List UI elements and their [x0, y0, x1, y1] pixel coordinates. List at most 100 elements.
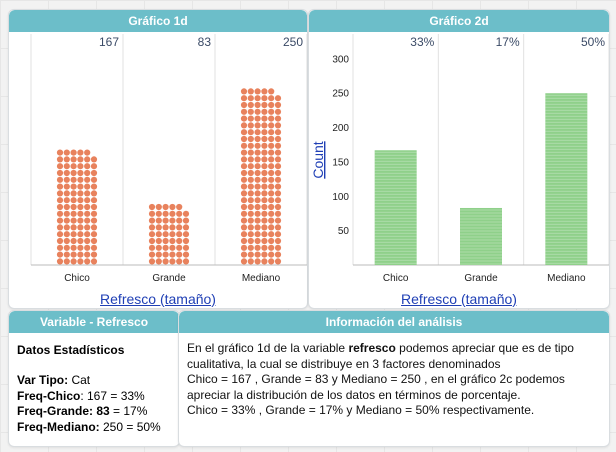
analysis-paragraph-1: En el gráfico 1d de la variable refresco… — [187, 341, 601, 372]
chart1-dot — [254, 231, 261, 238]
var-tipo-value: Cat — [68, 373, 91, 387]
chart1-dot — [148, 231, 156, 238]
chart1-dot — [274, 203, 282, 211]
chart2-plot: 50 100 150 200 250 300 Count Chico 33% Grande 17% M… — [310, 34, 609, 284]
chart1-dot — [261, 251, 268, 258]
analysis-panel-title: Información del análisis — [179, 311, 609, 333]
chart1-bar-chico — [56, 149, 98, 265]
chart1-dot — [247, 183, 254, 190]
chart1-dot — [148, 210, 156, 217]
freq-grande-value: = 17% — [109, 404, 148, 418]
chart1-dot — [274, 149, 282, 156]
chart1-dot — [240, 149, 248, 156]
chart1-dot — [182, 210, 190, 217]
chart1-dot — [90, 251, 98, 258]
chart1-dot — [63, 149, 70, 156]
chart1-dot — [56, 258, 64, 265]
chart1-dot — [155, 224, 162, 231]
chart1-dot — [254, 108, 261, 115]
chart1-dot — [261, 244, 268, 251]
chart1-dot — [63, 224, 70, 231]
chart1-dot — [268, 176, 275, 183]
chart1-dot — [176, 224, 183, 231]
chart1-dot — [63, 197, 70, 204]
chart1-dot — [240, 163, 248, 170]
chart1-dot — [77, 183, 84, 190]
chart1-dot — [90, 197, 98, 204]
chart1-dot — [182, 251, 190, 258]
chart1-dot — [169, 251, 176, 258]
chart1-dot — [84, 176, 91, 183]
chart1-dot — [90, 210, 98, 217]
chart1-dot — [240, 176, 248, 183]
chart1-dot — [56, 210, 64, 217]
chart1-dot — [247, 156, 254, 163]
chart1-x-axis-label[interactable]: Refresco (tamaño) — [100, 291, 216, 307]
chart1-dot — [247, 163, 254, 170]
chart1-dot — [240, 217, 248, 224]
chart1-dot — [274, 231, 282, 238]
chart1-dot — [247, 101, 254, 109]
chart1-dot — [84, 258, 91, 265]
chart1-dot — [261, 115, 268, 122]
chart1-dot — [182, 244, 190, 251]
chart1-dot — [268, 122, 275, 129]
chart1-dot — [274, 197, 282, 204]
chart1-dot — [254, 237, 261, 245]
chart1-dot — [254, 176, 261, 183]
chart1-dot — [176, 203, 183, 211]
chart1-dot — [70, 169, 77, 177]
chart1-dot — [261, 197, 268, 204]
chart1-dot — [70, 244, 77, 251]
chart1-dot — [274, 244, 282, 251]
chart1-dot — [63, 156, 70, 163]
chart1-dot — [274, 115, 282, 122]
chart1-dot — [247, 95, 254, 102]
chart1-dot — [240, 156, 248, 163]
chart1-tick-label: Grande — [152, 273, 186, 284]
chart1-dot — [182, 224, 190, 231]
chart1-dot — [63, 217, 70, 224]
chart1-dot — [247, 258, 254, 265]
chart1-dot — [90, 190, 98, 197]
chart1-dot — [182, 231, 190, 238]
chart1-dot — [155, 231, 162, 238]
chart2-x-axis-label[interactable]: Refresco (tamaño) — [401, 291, 517, 307]
chart1-dot — [84, 149, 91, 156]
analysis-paragraph-3: Chico = 33% , Grande = 17% y Mediano = 5… — [187, 403, 535, 417]
chart1-dot — [56, 183, 64, 190]
chart1-dot — [77, 203, 84, 211]
chart1-dot — [240, 258, 248, 265]
chart1-dot — [84, 169, 91, 177]
chart1-dot — [254, 88, 261, 95]
chart1-dot — [56, 237, 64, 245]
chart1-dot — [240, 251, 248, 258]
chart1-dot — [247, 244, 254, 251]
chart1-dot — [84, 190, 91, 197]
chart1-dot — [90, 176, 98, 183]
chart1-dot — [77, 224, 84, 231]
chart1-dot — [70, 224, 77, 231]
chart1-dot — [63, 258, 70, 265]
chart1-dot — [169, 224, 176, 231]
chart1-dot — [254, 135, 261, 143]
freq-chico-label: Freq-Chico — [17, 388, 81, 403]
chart1-dot — [90, 237, 98, 245]
chart1-dot — [162, 203, 169, 211]
chart1-dot — [247, 210, 254, 217]
chart1-dot — [70, 197, 77, 204]
chart1-dot — [254, 190, 261, 197]
chart1-dot — [247, 142, 254, 149]
chart1-dot — [274, 183, 282, 190]
chart1-dot — [274, 163, 282, 170]
chart1-dot — [90, 224, 98, 231]
freq-grande-label: Freq-Grande: 83 — [17, 404, 110, 418]
var-tipo-label: Var Tipo: — [17, 373, 69, 387]
chart1-dot — [155, 210, 162, 217]
chart1-dot — [169, 258, 176, 265]
chart1-dot — [274, 156, 282, 163]
chart1-dot — [254, 258, 261, 265]
chart1-dot — [261, 101, 268, 109]
chart1-dot — [261, 135, 268, 143]
freq-mediano-value: 250 = 50% — [99, 419, 161, 434]
